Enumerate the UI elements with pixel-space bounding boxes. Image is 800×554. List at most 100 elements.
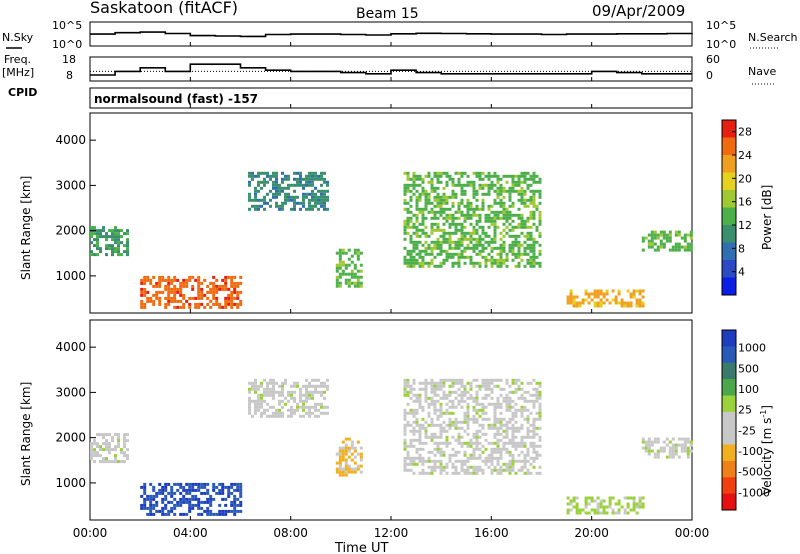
- power-cell: [350, 281, 354, 285]
- power-cell: [427, 195, 431, 199]
- power-cell: [650, 230, 654, 234]
- power-cell: [293, 198, 296, 202]
- velocity-cell: [117, 433, 120, 437]
- velocity-cell: [433, 462, 437, 466]
- power-cell: [499, 243, 503, 247]
- velocity-cell: [487, 381, 491, 385]
- power-cell: [415, 228, 419, 232]
- power-cell: [463, 183, 467, 187]
- power-cell: [538, 231, 542, 235]
- power-cell: [484, 246, 488, 250]
- velocity-cell: [308, 405, 311, 409]
- power-cell: [454, 225, 458, 229]
- velocity-cell: [341, 449, 345, 453]
- velocity-cell: [284, 402, 287, 406]
- velocity-cell: [344, 473, 348, 477]
- power-cell: [427, 180, 431, 184]
- velocity-cell: [466, 414, 470, 418]
- power-cell: [203, 278, 207, 282]
- velocity-cell: [200, 506, 204, 510]
- power-cell: [424, 225, 428, 229]
- power-cell: [487, 204, 491, 208]
- velocity-cell: [496, 462, 500, 466]
- power-cell: [502, 234, 506, 238]
- velocity-cell: [638, 496, 642, 500]
- velocity-cell: [406, 381, 410, 385]
- power-cell: [508, 213, 512, 217]
- power-cell: [344, 266, 348, 270]
- velocity-cell: [611, 496, 615, 500]
- power-cell: [535, 207, 539, 211]
- velocity-colorbar-swatch: [722, 493, 736, 511]
- power-cell: [448, 216, 452, 220]
- velocity-cell: [403, 456, 407, 460]
- velocity-cell: [203, 485, 207, 489]
- velocity-cell: [472, 405, 476, 409]
- velocity-cell: [293, 408, 296, 412]
- velocity-cell: [499, 378, 503, 382]
- power-cell: [350, 269, 354, 273]
- power-cell: [236, 296, 240, 300]
- velocity-cell: [406, 444, 410, 448]
- velocity-cell: [164, 485, 168, 489]
- velocity-cell: [514, 402, 518, 406]
- velocity-cell: [502, 429, 506, 433]
- power-cell: [93, 238, 96, 242]
- power-cell: [535, 225, 539, 229]
- velocity-cell: [341, 473, 345, 477]
- velocity-cell: [532, 441, 536, 445]
- power-cell: [578, 301, 582, 305]
- velocity-label-main: Velocity [m s: [760, 418, 774, 495]
- power-cell: [448, 243, 452, 247]
- power-cell: [668, 233, 672, 237]
- power-cell: [517, 246, 521, 250]
- velocity-cell: [475, 411, 479, 415]
- velocity-cell: [457, 399, 461, 403]
- velocity-cell: [272, 393, 275, 397]
- power-cell: [164, 302, 168, 306]
- velocity-cell: [496, 399, 500, 403]
- power-cell: [572, 298, 576, 302]
- power-cell: [538, 216, 542, 220]
- power-cell: [454, 243, 458, 247]
- velocity-cell: [433, 411, 437, 415]
- velocity-cell: [299, 399, 302, 403]
- power-cell: [529, 174, 533, 178]
- power-cell: [635, 289, 639, 293]
- power-cell: [161, 275, 165, 279]
- velocity-cell: [514, 378, 518, 382]
- velocity-cell: [176, 488, 180, 492]
- velocity-cell: [260, 414, 263, 418]
- velocity-cell: [421, 426, 425, 430]
- velocity-cell: [454, 426, 458, 430]
- velocity-cell: [460, 378, 464, 382]
- power-cell: [302, 192, 305, 196]
- velocity-cell: [266, 384, 269, 388]
- velocity-cell: [224, 512, 228, 516]
- velocity-cell: [248, 408, 251, 412]
- power-cell: [275, 171, 278, 175]
- velocity-cell: [686, 446, 690, 450]
- power-cell: [532, 198, 536, 202]
- velocity-cell: [463, 429, 467, 433]
- velocity-cell: [481, 450, 485, 454]
- velocity-cell: [406, 420, 410, 424]
- velocity-cell: [406, 411, 410, 415]
- power-cell: [439, 195, 443, 199]
- velocity-cell: [632, 496, 636, 500]
- power-cell: [111, 244, 114, 248]
- velocity-cell: [257, 393, 260, 397]
- power-cell: [412, 264, 416, 268]
- power-cell: [569, 289, 573, 293]
- velocity-cell: [526, 432, 530, 436]
- velocity-cell: [123, 436, 126, 440]
- power-cell: [335, 266, 339, 270]
- velocity-cell: [305, 390, 308, 394]
- power-cell: [96, 253, 99, 257]
- power-cell: [406, 201, 410, 205]
- power-cell: [511, 246, 515, 250]
- velocity-cell: [493, 426, 497, 430]
- velocity-cell: [436, 399, 440, 403]
- velocity-colorbar-label: Velocity [m s-1]: [759, 405, 774, 495]
- velocity-cell: [341, 440, 345, 444]
